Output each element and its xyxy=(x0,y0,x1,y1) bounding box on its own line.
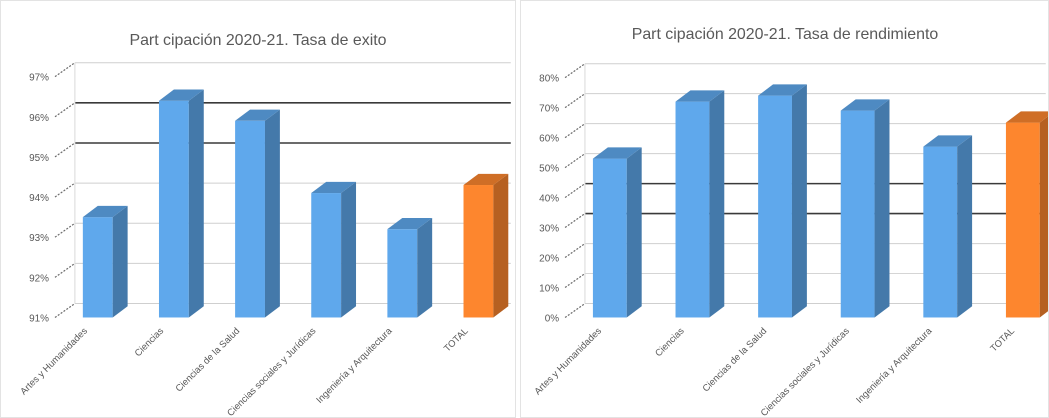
y-tick-label: 80% xyxy=(539,74,559,85)
chart-title: Part cipación 2020-21. Tasa de exito xyxy=(129,32,386,49)
bar xyxy=(675,90,725,318)
bar xyxy=(923,135,973,318)
wall-gridline xyxy=(564,303,586,318)
x-tick-label: Ingeniería y Arquitectura xyxy=(314,325,395,406)
x-tick-label: Ciencias xyxy=(133,326,167,360)
wall-gridline xyxy=(564,243,586,259)
chart-panel-exito: Part cipación 2020-21. Tasa de exito 91%… xyxy=(0,0,516,418)
bar xyxy=(82,205,128,318)
bar xyxy=(235,109,280,318)
y-tick-label: 10% xyxy=(539,283,559,294)
chart-exito: Part cipación 2020-21. Tasa de exito 91%… xyxy=(18,32,511,417)
y-tick-label: 40% xyxy=(539,194,559,205)
y-tick-label: 93% xyxy=(29,233,49,244)
wall-gridline xyxy=(54,182,76,198)
wall-gridline xyxy=(564,213,586,229)
y-tick-label: 95% xyxy=(29,153,49,164)
wall-gridline xyxy=(564,153,586,169)
wall-gridline xyxy=(54,303,76,318)
chart-panel-rendimiento: Part cipación 2020-21. Tasa de rendimien… xyxy=(520,0,1049,418)
x-tick-label: Ciencias xyxy=(653,326,687,360)
y-tick-label: 92% xyxy=(29,273,49,284)
x-tick-label: Ciencias de la Salud xyxy=(701,326,770,395)
x-tick-label: TOTAL xyxy=(988,326,1017,355)
wall-gridline xyxy=(564,123,586,139)
y-tick-label: 91% xyxy=(29,313,49,324)
wall-gridline xyxy=(54,262,76,278)
y-tick-label: 70% xyxy=(539,104,559,115)
bar xyxy=(387,217,433,318)
wall-gridline xyxy=(54,222,76,238)
x-tick-label: TOTAL xyxy=(442,326,471,355)
wall-gridline xyxy=(564,183,586,199)
chart-rendimiento: Part cipación 2020-21. Tasa de rendimien… xyxy=(532,26,1048,417)
wall-gridline xyxy=(54,142,76,158)
y-tick-label: 97% xyxy=(29,73,49,84)
wall-gridline xyxy=(54,62,76,78)
y-tick-label: 94% xyxy=(29,193,49,204)
y-tick-label: 60% xyxy=(539,134,559,145)
x-tick-label: Ciencias sociales y Jurídicas xyxy=(759,326,852,417)
bar xyxy=(1005,111,1048,318)
bar xyxy=(463,173,509,318)
wall-gridline xyxy=(564,93,586,109)
y-tick-label: 20% xyxy=(539,253,559,264)
x-tick-label: Ingeniería y Arquitectura xyxy=(854,325,935,406)
bar xyxy=(840,99,890,318)
y-tick-label: 30% xyxy=(539,224,559,235)
x-tick-label: Artes y Humanidades xyxy=(18,326,90,398)
wall-gridline xyxy=(564,63,586,79)
bar xyxy=(158,89,204,318)
bar xyxy=(311,181,357,318)
wall-gridline xyxy=(54,102,76,118)
x-tick-label: Ciencias de la Salud xyxy=(174,326,243,395)
chart-title: Part cipación 2020-21. Tasa de rendimien… xyxy=(632,26,939,43)
bar xyxy=(758,84,807,318)
y-tick-label: 96% xyxy=(29,113,49,124)
wall-gridline xyxy=(564,273,586,288)
y-tick-label: 50% xyxy=(539,164,559,175)
x-tick-label: Ciencias sociales y Jurídicas xyxy=(225,326,318,417)
x-tick-label: Artes y Humanidades xyxy=(532,326,604,398)
bar xyxy=(592,147,642,318)
y-tick-label: 0% xyxy=(545,313,560,324)
